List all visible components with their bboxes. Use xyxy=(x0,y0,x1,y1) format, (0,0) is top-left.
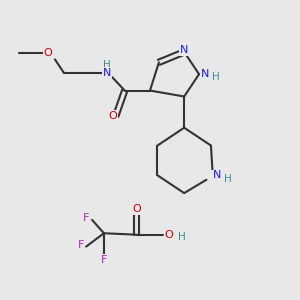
Text: F: F xyxy=(78,240,85,250)
Text: N: N xyxy=(212,170,221,180)
Text: H: H xyxy=(212,72,220,82)
Text: H: H xyxy=(103,60,111,70)
Text: O: O xyxy=(132,204,141,214)
Text: O: O xyxy=(43,48,52,59)
Text: N: N xyxy=(103,68,111,78)
Text: N: N xyxy=(180,45,188,56)
Text: H: H xyxy=(224,174,232,184)
Text: F: F xyxy=(101,255,107,265)
Text: N: N xyxy=(200,69,209,79)
Text: O: O xyxy=(165,230,174,240)
Text: H: H xyxy=(178,232,185,242)
Text: F: F xyxy=(83,213,90,224)
Text: O: O xyxy=(109,111,117,121)
